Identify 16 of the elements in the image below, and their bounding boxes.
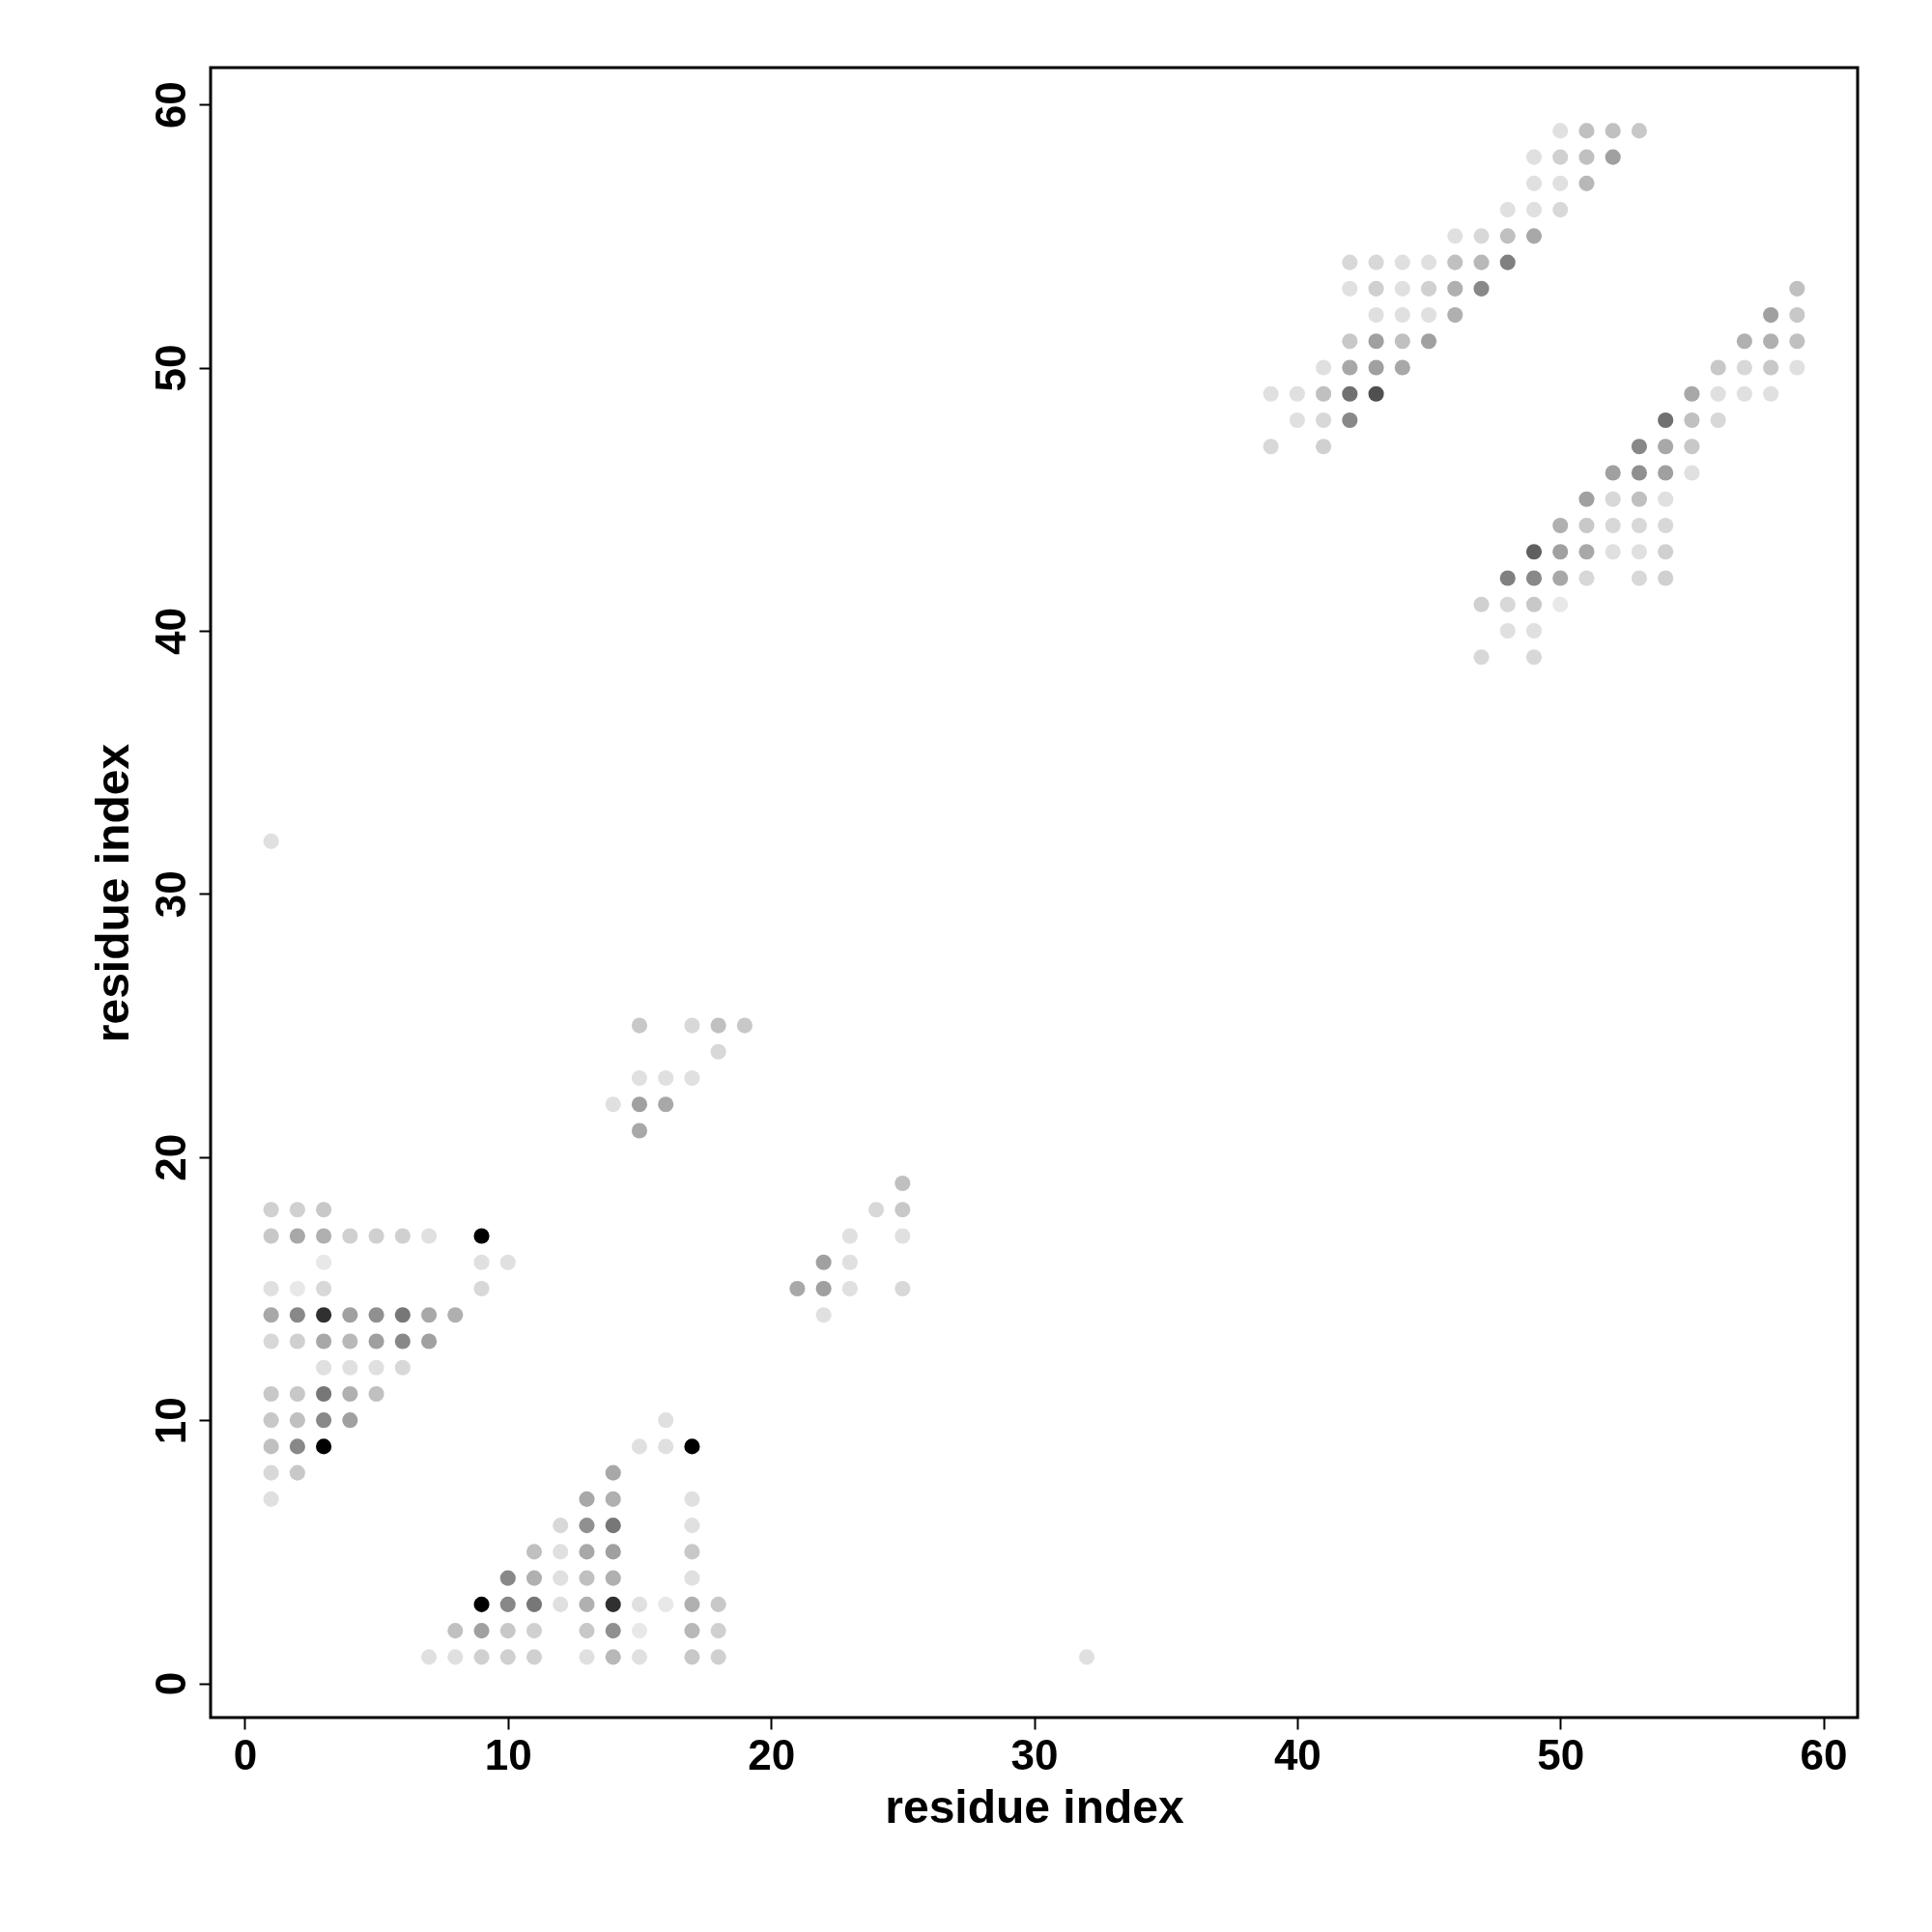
x-tick-label: 10	[484, 1730, 532, 1778]
x-tick-label: 20	[748, 1730, 796, 1778]
y-tick-label: 0	[146, 1671, 194, 1696]
y-axis-title: residue index	[86, 743, 138, 1043]
y-tick-label: 60	[146, 81, 194, 129]
y-tick-label: 40	[146, 607, 194, 655]
x-tick-label: 30	[1010, 1730, 1059, 1778]
x-tick-label: 50	[1537, 1730, 1585, 1778]
y-tick-label: 10	[146, 1397, 194, 1445]
x-tick-label: 60	[1800, 1730, 1848, 1778]
x-tick-label: 40	[1273, 1730, 1321, 1778]
y-tick-label: 20	[146, 1133, 194, 1181]
x-axis-title: residue index	[885, 1780, 1185, 1833]
x-tick-label: 0	[233, 1730, 258, 1778]
y-tick-label: 50	[146, 344, 194, 392]
y-tick-label: 30	[146, 870, 194, 919]
